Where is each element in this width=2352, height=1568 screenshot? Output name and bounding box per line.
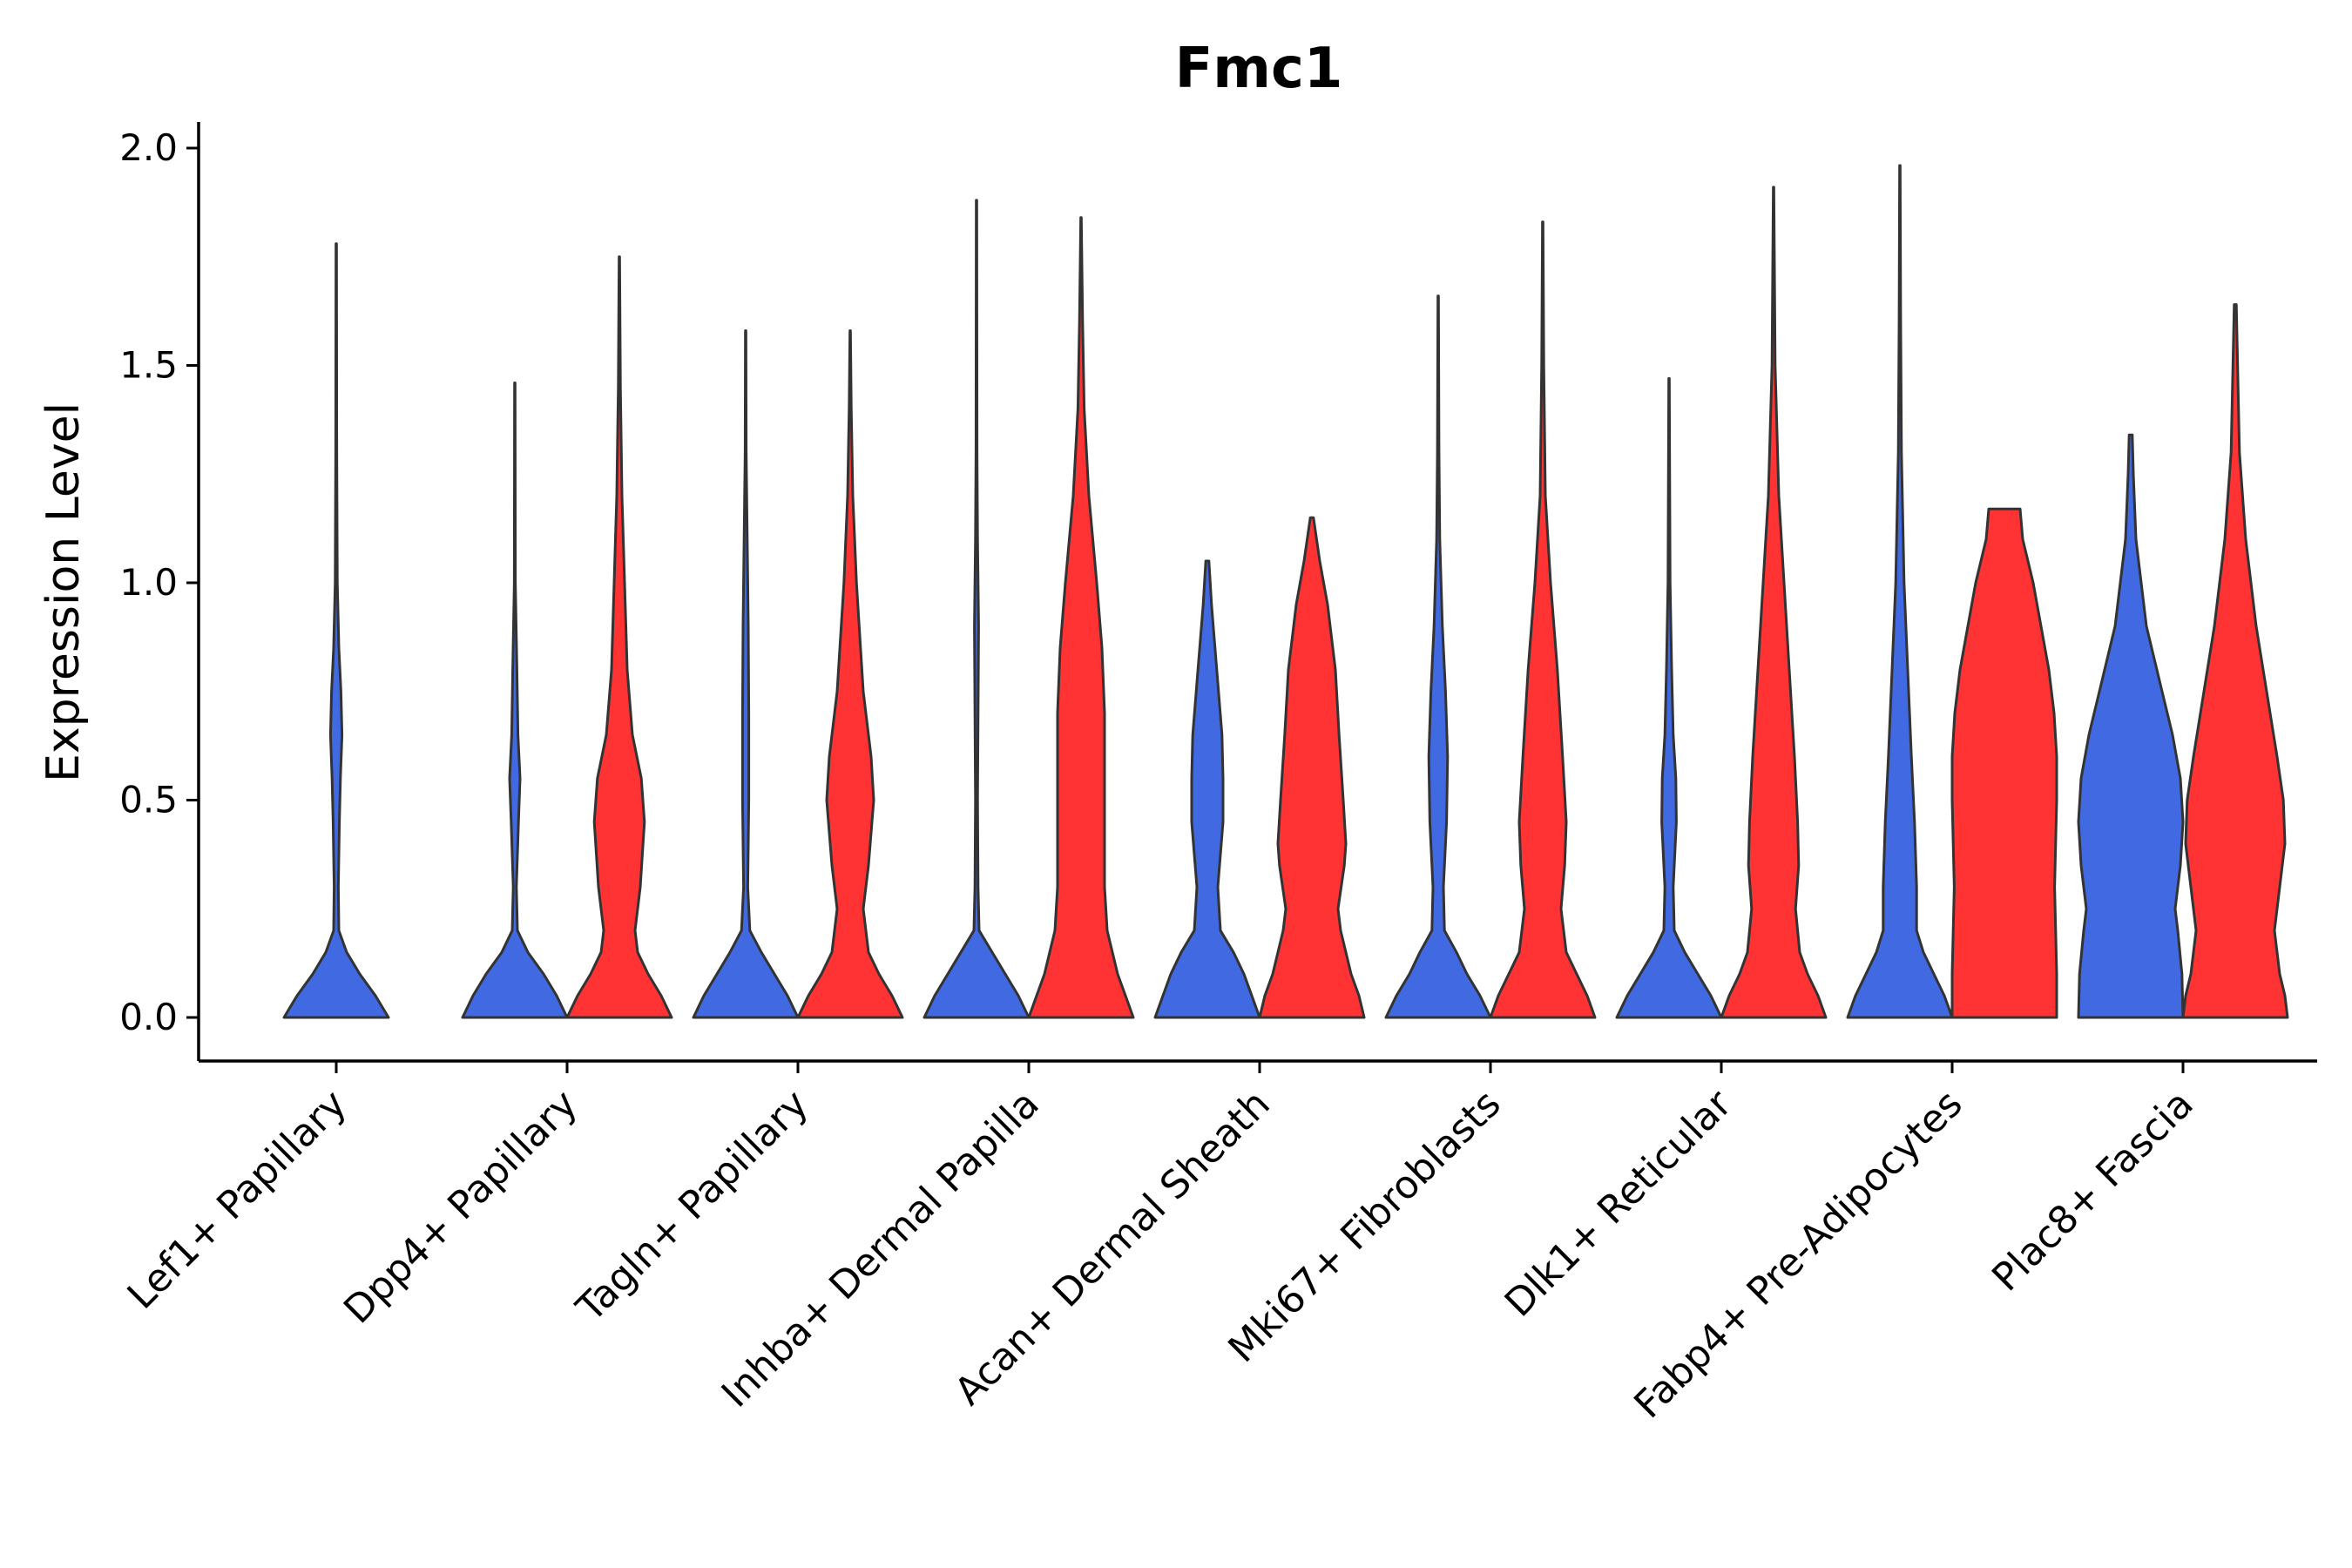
y-ticks-group: 0.0 0.5 1.0 1.5 2.0	[119, 126, 199, 1038]
violin-lef1-papillary-blue	[282, 242, 390, 1019]
y-tick-label: 1.0	[119, 561, 178, 604]
violin-dpp4-papillary-blue	[461, 382, 569, 1019]
y-tick-label: 1.5	[119, 344, 178, 387]
violin-inhba-dermal-papilla-red	[1027, 216, 1135, 1019]
chart-title: Fmc1	[1175, 37, 1343, 101]
y-tick-label: 0.0	[119, 996, 178, 1038]
violin-plac8-fascia-red	[2181, 303, 2289, 1019]
violin-mki67-fibroblasts-red	[1489, 220, 1597, 1019]
violin-dpp4-papillary-red	[565, 255, 673, 1019]
violin-mki67-fibroblasts-blue	[1384, 294, 1492, 1019]
y-tick-label: 0.5	[119, 779, 178, 821]
violin-acan-dermal-sheath-red	[1258, 516, 1366, 1019]
violin-inhba-dermal-papilla-blue	[923, 199, 1031, 1019]
violin-tagln-papillary-blue	[692, 329, 800, 1019]
violin-dlk1-reticular-red	[1720, 186, 1828, 1019]
violin-group	[282, 164, 2289, 1019]
axes-group	[197, 122, 2317, 1063]
y-axis-label: Expression Level	[37, 402, 90, 782]
violin-tagln-papillary-red	[796, 329, 904, 1019]
violin-plac8-fascia-blue	[2077, 433, 2185, 1019]
violin-acan-dermal-sheath-blue	[1153, 559, 1261, 1019]
violin-fabp4-pre-adipocytes-red	[1950, 507, 2058, 1019]
y-tick-label: 2.0	[119, 126, 178, 169]
violin-dlk1-reticular-blue	[1615, 377, 1723, 1019]
violin-fabp4-pre-adipocytes-blue	[1846, 164, 1954, 1019]
